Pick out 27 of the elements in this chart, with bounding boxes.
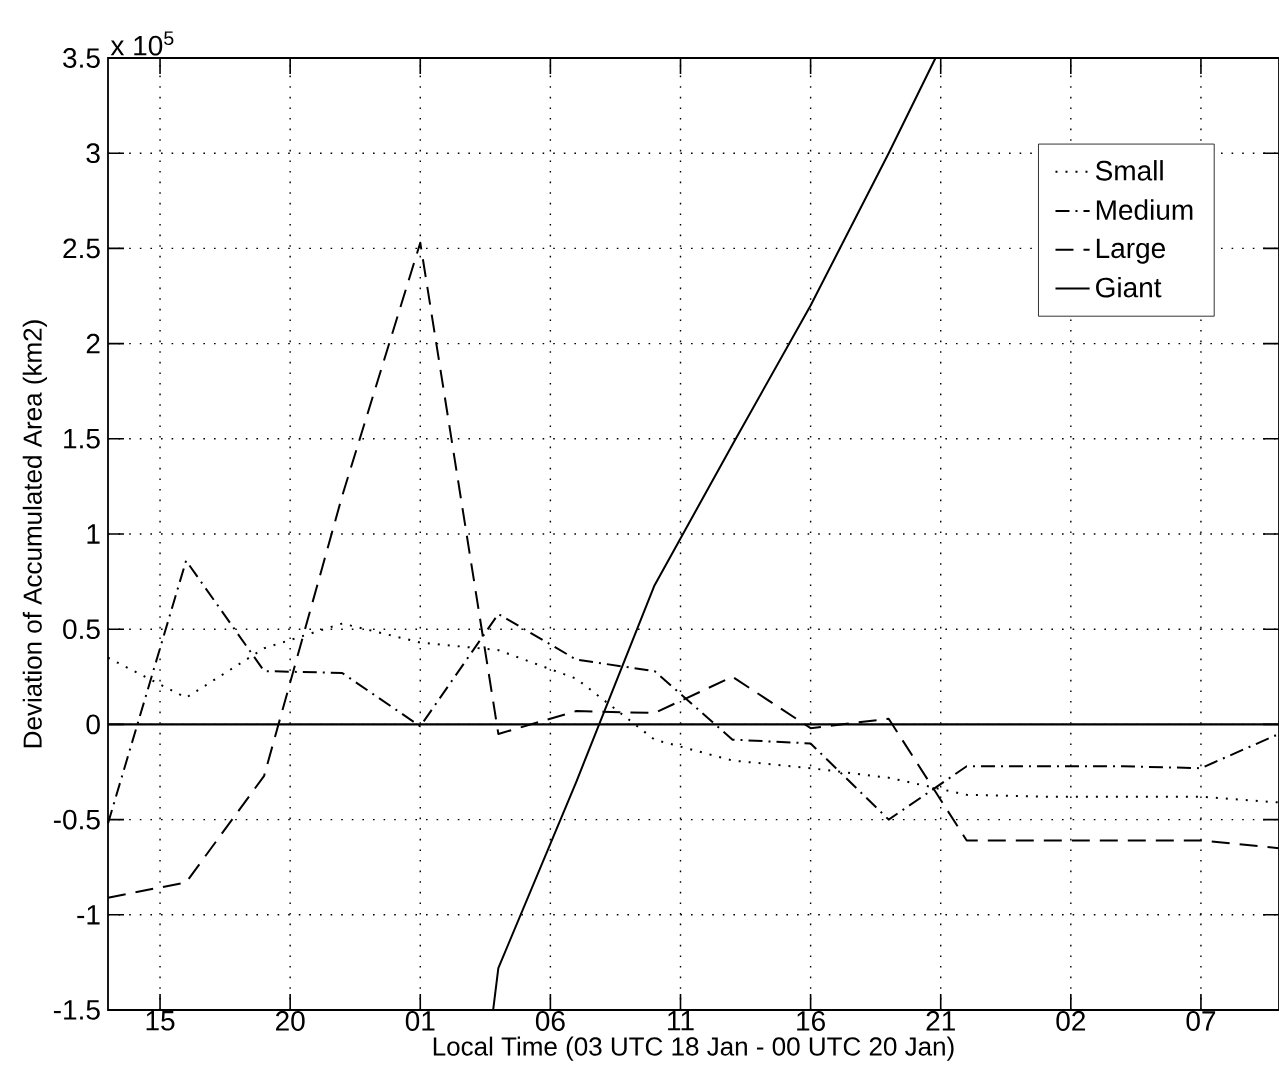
y-tick-label: 2.5 [63,238,100,259]
x-axis-title: Local Time (03 UTC 18 Jan - 00 UTC 20 Jan) [433,1036,954,1061]
x-tick-label: 06 [535,1011,565,1031]
y-tick-label: 3 [86,143,100,164]
x-tick-label: 16 [797,1011,825,1031]
y-tick-label: 2 [86,333,100,354]
legend-label: Small [1095,160,1163,181]
x-tick-label: 21 [926,1011,955,1031]
y-tick-label: 1.5 [64,429,100,449]
legend-label: Giant [1096,276,1162,298]
y-tick-label: -1 [77,905,100,925]
x-tick-label: 02 [1056,1011,1085,1031]
y-tick-label: -1.5 [53,1000,100,1020]
legend-label: Large [1096,238,1165,264]
y-tick-label: 0.5 [63,619,100,640]
x-tick-label: 07 [1186,1011,1216,1031]
x-tick-label: 15 [146,1011,175,1031]
y-tick-label: -0.5 [53,809,100,830]
x-tick-label: 01 [405,1011,435,1031]
legend-label: Medium [1096,199,1193,220]
y-tick-label: 0 [86,714,100,735]
y-tick-label: 1 [87,524,100,544]
text: x 10$^{5}$ [110,31,174,56]
x-tick-label: 11 [668,1011,694,1031]
y-axis-title: Deviation of Accumulated Area (km2) [22,320,47,748]
y-tick-label: 3.5 [63,48,100,68]
x-tick-label: 20 [276,1011,305,1031]
